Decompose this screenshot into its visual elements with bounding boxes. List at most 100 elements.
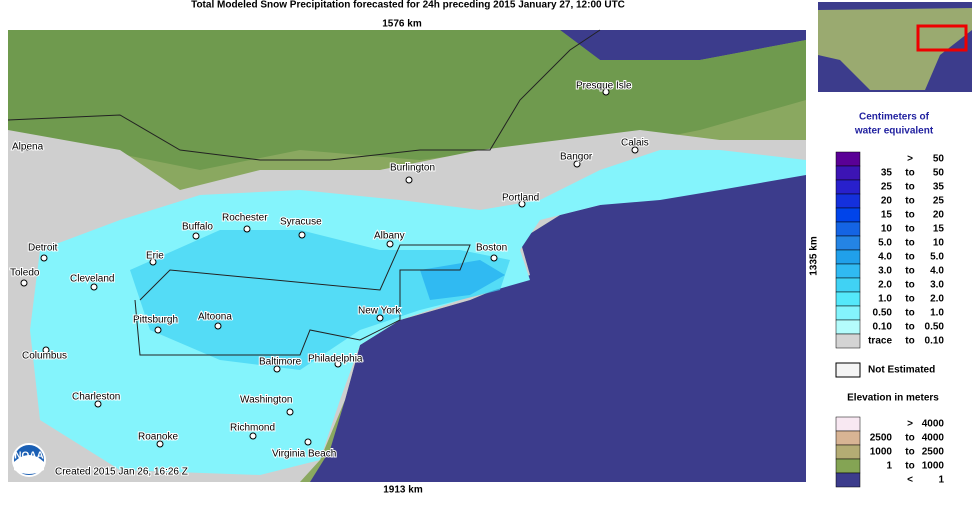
legend-high: 4000 <box>922 433 945 444</box>
legend-low: 0.50 <box>873 308 893 319</box>
city-label: Pittsburgh <box>133 315 178 326</box>
city-marker <box>518 200 526 208</box>
legend-swatch <box>835 472 861 488</box>
legend-low: 1.0 <box>878 294 892 305</box>
inset-land <box>818 8 972 90</box>
legend-swatch <box>835 263 861 279</box>
legend-high: 50 <box>933 168 945 179</box>
map-base <box>7 29 806 482</box>
city-marker <box>376 314 384 322</box>
legend-high: 4.0 <box>930 266 944 277</box>
created-note: Created 2015 Jan 26, 16:26 Z <box>55 467 188 478</box>
city-label: Columbus <box>22 351 67 362</box>
legend-high: 25 <box>933 196 945 207</box>
legend-high: 3.0 <box>930 280 944 291</box>
legend-sep: to <box>905 280 914 291</box>
logo-text: NOAA <box>14 451 43 462</box>
not-estimated-label: Not Estimated <box>868 365 935 376</box>
legend-low: 15 <box>881 210 893 221</box>
city-label: Albany <box>374 231 405 242</box>
city-label: Baltimore <box>259 357 302 368</box>
legend-high: 35 <box>933 182 945 193</box>
legend-swatch <box>835 305 861 321</box>
title: Total Modeled Snow Precipitation forecas… <box>191 0 625 11</box>
legend-low: 4.0 <box>878 252 892 263</box>
city-marker <box>386 240 394 248</box>
legend-high: 0.10 <box>925 336 945 347</box>
legend-sep: to <box>905 336 914 347</box>
legend-swatch <box>835 151 861 167</box>
city-marker <box>154 326 162 334</box>
city-label: Altoona <box>198 312 232 323</box>
city-marker <box>40 254 48 262</box>
city-label: Buffalo <box>182 222 213 233</box>
legend-swatch <box>835 207 861 223</box>
city-marker <box>273 365 281 373</box>
legend-sep: to <box>905 294 914 305</box>
legend-swatch <box>835 458 861 474</box>
city-label: Bangor <box>560 152 593 163</box>
legend-swatch <box>835 430 861 446</box>
legend-swatch <box>835 319 861 335</box>
legend-low: 20 <box>881 196 893 207</box>
legend-low: 10 <box>881 224 893 235</box>
legend-swatch <box>835 165 861 181</box>
legend-sep: to <box>905 238 914 249</box>
border <box>7 29 601 161</box>
legend-swatch <box>835 416 861 432</box>
noaa-logo <box>12 443 46 477</box>
legend-low: 0.10 <box>873 322 893 333</box>
city-marker <box>631 146 639 154</box>
city-label: Portland <box>502 193 539 204</box>
legend-swatch <box>835 333 861 349</box>
logo-wave <box>14 455 44 474</box>
city-marker <box>90 283 98 291</box>
legend-sep: > <box>907 419 913 430</box>
city-label: Burlington <box>390 163 435 174</box>
legend-high: 10 <box>933 238 945 249</box>
city-label: Boston <box>476 243 507 254</box>
snow-moderate <box>130 230 510 370</box>
legend-high: 50 <box>933 154 945 165</box>
city-marker <box>156 440 164 448</box>
city-label: Charleston <box>72 392 120 403</box>
legend-high: 0.50 <box>925 322 945 333</box>
legend-low: 3.0 <box>878 266 892 277</box>
legend-sep: to <box>905 224 914 235</box>
legend-low: 2.0 <box>878 280 892 291</box>
legend-sep: to <box>905 196 914 207</box>
city-marker <box>334 360 342 368</box>
legend-high: 4000 <box>922 419 945 430</box>
city-marker <box>149 258 157 266</box>
city-label: Detroit <box>28 243 58 254</box>
city-marker <box>405 176 413 184</box>
city-marker <box>249 432 257 440</box>
legend-swatch <box>835 193 861 209</box>
legend-swatch <box>835 277 861 293</box>
legend-swatch <box>835 221 861 237</box>
legend-high: 15 <box>933 224 945 235</box>
legend-title: water equivalent <box>854 126 934 137</box>
elevation-title: Elevation in meters <box>847 393 939 404</box>
legend-swatch <box>835 291 861 307</box>
city-label: Erie <box>146 251 164 262</box>
city-marker <box>24 143 32 151</box>
legend-high: 20 <box>933 210 945 221</box>
city-marker <box>490 254 498 262</box>
city-label: Richmond <box>230 423 275 434</box>
legend-low: 25 <box>881 182 893 193</box>
legend-swatch <box>835 179 861 195</box>
top-scale: 1576 km <box>382 19 422 30</box>
city-label: Cleveland <box>70 274 114 285</box>
right-scale: 1335 km <box>809 236 820 276</box>
city-label: Rochester <box>222 213 268 224</box>
bottom-scale: 1913 km <box>383 485 423 496</box>
legend-sep: to <box>905 308 914 319</box>
city-label: Alpena <box>12 142 44 153</box>
legend-sep: to <box>905 322 914 333</box>
legend-high: 5.0 <box>930 252 944 263</box>
city-label: Toledo <box>10 268 40 279</box>
city-marker <box>214 322 222 330</box>
legend-swatch <box>835 444 861 460</box>
